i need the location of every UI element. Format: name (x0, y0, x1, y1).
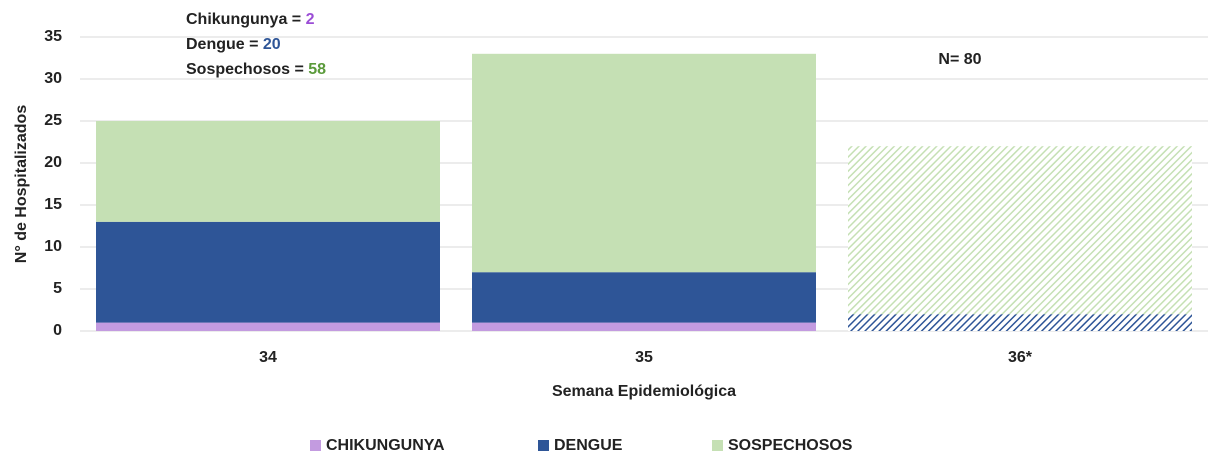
annotation: Sospechosos = 58 (186, 61, 326, 78)
x-tick-label: 35 (635, 349, 653, 366)
y-tick-label: 25 (44, 112, 62, 129)
legend-swatch (712, 440, 723, 451)
note: N= 80 (938, 51, 981, 68)
x-tick-label: 36* (1008, 349, 1033, 366)
x-axis-title: Semana Epidemiológica (552, 383, 736, 400)
y-tick-label: 0 (53, 322, 62, 339)
bar-segment (96, 322, 440, 331)
annotation-value: 20 (263, 36, 281, 53)
y-axis-title: N° de Hospitalizados (13, 105, 30, 264)
annotation-value: 2 (306, 11, 315, 28)
bar-segment (96, 221, 440, 323)
annotation: Dengue = 20 (186, 36, 281, 53)
y-tick-label: 30 (44, 70, 62, 87)
annotation: Chikungunya = 2 (186, 11, 315, 28)
bar-segment (848, 314, 1192, 331)
bar-segment (96, 121, 440, 222)
annotation-text: Dengue = (186, 36, 263, 53)
annotation-text: Sospechosos = (186, 61, 308, 78)
y-tick-label: 20 (44, 154, 62, 171)
y-tick-label: 15 (44, 196, 62, 213)
bar-segment (472, 272, 816, 323)
legend-swatch (538, 440, 549, 451)
bar-segment (848, 146, 1192, 315)
legend-label: DENGUE (554, 437, 623, 454)
legend-label: SOSPECHOSOS (728, 437, 853, 454)
annotation-text: Chikungunya = (186, 11, 306, 28)
legend-swatch (310, 440, 321, 451)
y-tick-label: 5 (53, 280, 62, 297)
bar-segment (472, 53, 816, 273)
x-tick-label: 34 (259, 349, 277, 366)
legend-label: CHIKUNGUNYA (326, 437, 445, 454)
y-tick-label: 35 (44, 28, 62, 45)
annotation-value: 58 (308, 61, 326, 78)
bar-segment (472, 322, 816, 331)
y-tick-label: 10 (44, 238, 62, 255)
